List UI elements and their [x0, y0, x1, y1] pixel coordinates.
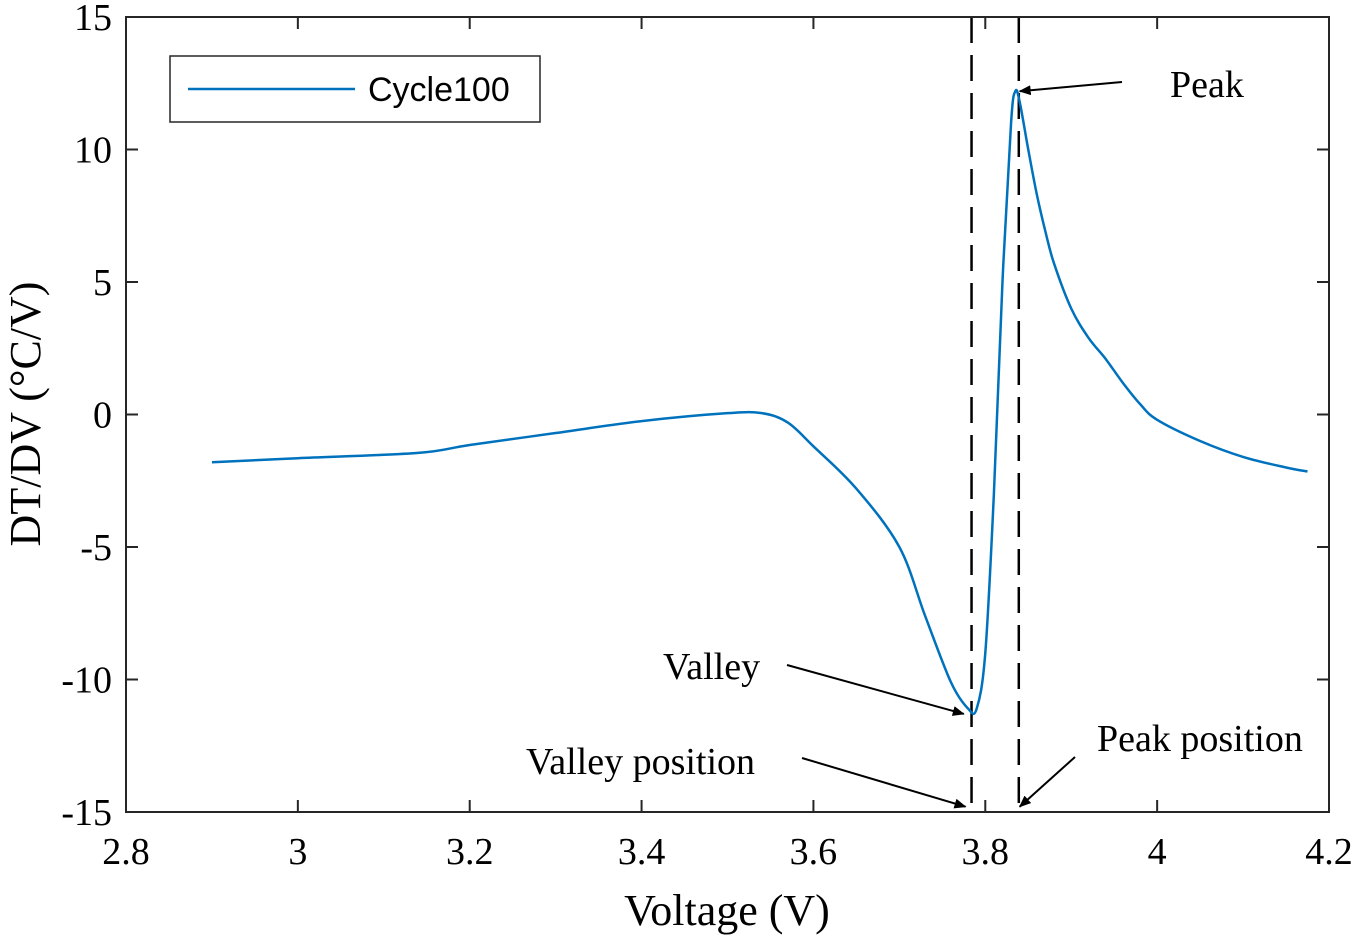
plot-frame — [125, 16, 1330, 813]
annotation-label: Peak position — [1097, 718, 1303, 760]
legend-label: Cycle100 — [368, 71, 510, 109]
legend: Cycle100 — [169, 55, 541, 123]
x-tick-label: 2.8 — [102, 831, 150, 873]
annotation-arrow — [1018, 756, 1076, 808]
x-tick-label: 4.2 — [1305, 831, 1353, 873]
x-tick-label: 3.2 — [446, 831, 494, 873]
plot-area — [126, 17, 1329, 812]
y-tick-label: 5 — [93, 262, 112, 304]
y-tick-label: 10 — [74, 130, 112, 172]
x-tick-label: 3.8 — [962, 831, 1010, 873]
series-line — [211, 88, 1308, 716]
x-tick-label: 4 — [1148, 831, 1167, 873]
y-axis-title: DT/DV (°C/V) — [1, 282, 50, 547]
annotation-arrow — [801, 757, 967, 809]
annotation-label: Valley position — [526, 741, 755, 783]
annotation-label: Valley — [663, 646, 760, 688]
x-tick-label: 3.4 — [618, 831, 666, 873]
y-tick-label: -10 — [61, 660, 112, 702]
y-tick-label: 0 — [93, 395, 112, 437]
annotation-label: Peak — [1170, 64, 1244, 106]
y-tick-label: -5 — [80, 527, 112, 569]
annotation-arrow — [1018, 81, 1123, 96]
y-tick-label: 15 — [74, 0, 112, 39]
annotation-arrow — [786, 664, 965, 716]
x-tick-label: 3.6 — [790, 831, 838, 873]
y-tick-label: -15 — [61, 792, 112, 834]
x-axis-title: Voltage (V) — [624, 886, 830, 935]
x-tick-label: 3 — [288, 831, 307, 873]
